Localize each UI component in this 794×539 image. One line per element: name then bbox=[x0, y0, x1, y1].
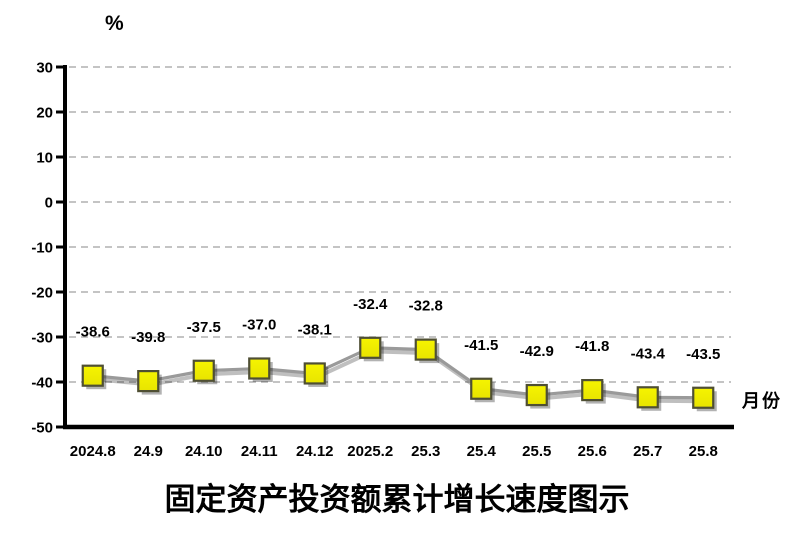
data-label: -41.8 bbox=[575, 338, 609, 355]
x-tick-label: 25.6 bbox=[578, 443, 607, 460]
y-axis-unit-label: % bbox=[105, 12, 124, 35]
y-tick-label: 20 bbox=[36, 105, 53, 122]
data-point-marker bbox=[414, 338, 437, 361]
data-point-marker bbox=[470, 377, 493, 400]
y-tick-label: -10 bbox=[31, 240, 53, 257]
y-tick-label: 0 bbox=[45, 195, 53, 212]
line-chart-canvas: 30 20 10 0 -10 -20 -30 -40 -50 2024.8 24.9 24.10 24.… bbox=[31, 60, 734, 460]
y-tick-label: -20 bbox=[31, 285, 53, 302]
x-tick-label: 25.5 bbox=[522, 443, 551, 460]
data-label: -32.4 bbox=[353, 296, 388, 313]
x-tick-label: 24.10 bbox=[185, 443, 223, 460]
data-point-marker bbox=[303, 362, 326, 385]
x-tick-label: 25.3 bbox=[411, 443, 440, 460]
y-tick-label: 30 bbox=[36, 60, 53, 77]
x-tick-label: 25.8 bbox=[689, 443, 718, 460]
x-axis-title: 月份 bbox=[742, 391, 782, 411]
y-tick-label: -40 bbox=[31, 375, 53, 392]
data-label: -38.1 bbox=[298, 321, 332, 338]
data-point-marker bbox=[581, 379, 604, 402]
data-point-marker bbox=[81, 364, 104, 387]
x-tick-label: 24.12 bbox=[296, 443, 334, 460]
x-tick-label: 25.4 bbox=[467, 443, 497, 460]
x-tick-label: 2025.2 bbox=[347, 443, 393, 460]
data-point-marker bbox=[192, 359, 215, 382]
data-point-marker bbox=[248, 357, 271, 380]
x-tick-label: 2024.8 bbox=[70, 443, 116, 460]
data-point-marker bbox=[636, 386, 659, 409]
chart-title: 固定资产投资额累计增长速度图示 bbox=[164, 482, 630, 517]
data-label: -37.5 bbox=[187, 319, 221, 336]
data-label: -42.9 bbox=[520, 343, 554, 360]
series-line bbox=[92, 346, 704, 400]
data-label: -41.5 bbox=[464, 337, 498, 354]
data-label: -37.0 bbox=[242, 317, 276, 334]
data-label: -43.5 bbox=[686, 346, 720, 363]
data-label: -32.8 bbox=[409, 298, 443, 315]
y-tick-label: -30 bbox=[31, 330, 53, 347]
x-tick-label: 24.9 bbox=[134, 443, 163, 460]
data-point-marker bbox=[137, 370, 160, 393]
data-point-marker bbox=[525, 383, 548, 407]
data-point-marker bbox=[692, 386, 715, 409]
data-label: -39.8 bbox=[131, 329, 165, 346]
x-tick-label: 25.7 bbox=[633, 443, 662, 460]
data-point-marker bbox=[359, 336, 382, 359]
x-tick-label: 24.11 bbox=[241, 443, 278, 460]
y-tick-label: 10 bbox=[36, 150, 53, 167]
y-tick-label: -50 bbox=[31, 420, 53, 437]
data-label: -43.4 bbox=[631, 345, 666, 362]
data-label: -38.6 bbox=[76, 324, 110, 341]
